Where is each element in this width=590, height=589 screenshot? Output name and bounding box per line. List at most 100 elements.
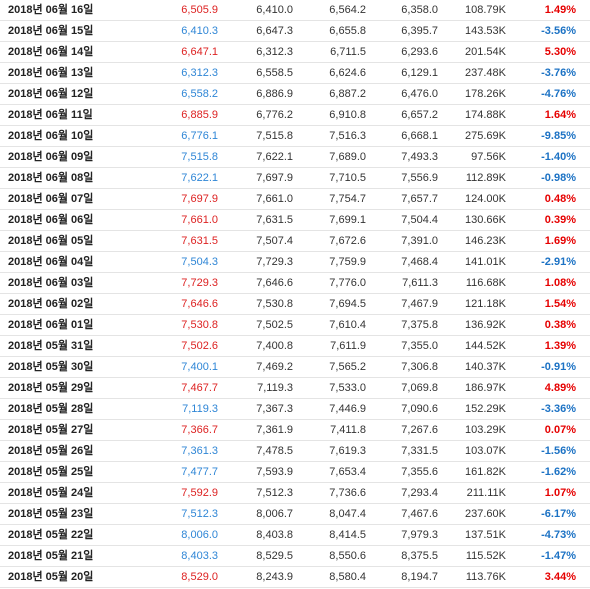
low-price-cell: 8,194.7 (366, 566, 438, 588)
high-price-cell: 7,565.2 (293, 356, 366, 378)
close-price-cell: 7,502.6 (112, 335, 218, 357)
close-price-cell: 7,400.1 (112, 356, 218, 378)
change-percent-cell: 3.44% (506, 566, 590, 588)
volume-cell: 275.69K (438, 125, 506, 147)
change-percent-cell: 1.69% (506, 230, 590, 252)
table-row: 2018년 06월 01일 7,530.8 7,502.5 7,610.4 7,375.… (0, 314, 590, 336)
low-price-cell: 7,467.9 (366, 293, 438, 315)
close-price-cell: 8,006.0 (112, 524, 218, 546)
date-cell: 2018년 05월 28일 (0, 398, 112, 420)
low-price-cell: 7,611.3 (366, 272, 438, 294)
table-row: 2018년 05월 26일 7,361.3 7,478.5 7,619.3 7,331.… (0, 440, 590, 462)
open-price-cell: 8,243.9 (218, 566, 293, 588)
low-price-cell: 7,306.8 (366, 356, 438, 378)
table-row: 2018년 06월 06일 7,661.0 7,631.5 7,699.1 7,504.… (0, 209, 590, 231)
close-price-cell: 7,661.0 (112, 209, 218, 231)
high-price-cell: 7,411.8 (293, 419, 366, 441)
date-cell: 2018년 05월 29일 (0, 377, 112, 399)
change-percent-cell: 1.07% (506, 482, 590, 504)
close-price-cell: 7,646.6 (112, 293, 218, 315)
high-price-cell: 7,611.9 (293, 335, 366, 357)
open-price-cell: 7,119.3 (218, 377, 293, 399)
date-cell: 2018년 06월 08일 (0, 167, 112, 189)
close-price-cell: 7,366.7 (112, 419, 218, 441)
low-price-cell: 7,556.9 (366, 167, 438, 189)
table-row: 2018년 06월 16일 6,505.9 6,410.0 6,564.2 6,358.… (0, 0, 590, 21)
high-price-cell: 7,516.3 (293, 125, 366, 147)
open-price-cell: 7,400.8 (218, 335, 293, 357)
open-price-cell: 6,558.5 (218, 62, 293, 84)
table-row: 2018년 06월 13일 6,312.3 6,558.5 6,624.6 6,129.… (0, 62, 590, 84)
open-price-cell: 7,697.9 (218, 167, 293, 189)
close-price-cell: 7,697.9 (112, 188, 218, 210)
high-price-cell: 7,694.5 (293, 293, 366, 315)
high-price-cell: 7,672.6 (293, 230, 366, 252)
change-percent-cell: -1.47% (506, 545, 590, 567)
low-price-cell: 6,668.1 (366, 125, 438, 147)
close-price-cell: 7,729.3 (112, 272, 218, 294)
high-price-cell: 6,887.2 (293, 83, 366, 105)
close-price-cell: 6,558.2 (112, 83, 218, 105)
open-price-cell: 8,006.7 (218, 503, 293, 525)
volume-cell: 130.66K (438, 209, 506, 231)
low-price-cell: 7,468.4 (366, 251, 438, 273)
volume-cell: 124.00K (438, 188, 506, 210)
table-row: 2018년 06월 03일 7,729.3 7,646.6 7,776.0 7,611.… (0, 272, 590, 294)
high-price-cell: 7,533.0 (293, 377, 366, 399)
close-price-cell: 8,403.3 (112, 545, 218, 567)
high-price-cell: 8,550.6 (293, 545, 366, 567)
low-price-cell: 6,657.2 (366, 104, 438, 126)
high-price-cell: 7,776.0 (293, 272, 366, 294)
low-price-cell: 7,355.6 (366, 461, 438, 483)
volume-cell: 103.29K (438, 419, 506, 441)
date-cell: 2018년 06월 12일 (0, 83, 112, 105)
change-percent-cell: -4.76% (506, 83, 590, 105)
date-cell: 2018년 05월 21일 (0, 545, 112, 567)
close-price-cell: 6,776.1 (112, 125, 218, 147)
low-price-cell: 7,504.4 (366, 209, 438, 231)
volume-cell: 211.11K (438, 482, 506, 504)
low-price-cell: 6,129.1 (366, 62, 438, 84)
volume-cell: 237.48K (438, 62, 506, 84)
open-price-cell: 7,622.1 (218, 146, 293, 168)
high-price-cell: 7,754.7 (293, 188, 366, 210)
volume-cell: 146.23K (438, 230, 506, 252)
high-price-cell: 7,710.5 (293, 167, 366, 189)
date-cell: 2018년 06월 07일 (0, 188, 112, 210)
table-row: 2018년 06월 14일 6,647.1 6,312.3 6,711.5 6,293.… (0, 41, 590, 63)
date-cell: 2018년 06월 02일 (0, 293, 112, 315)
date-cell: 2018년 05월 20일 (0, 566, 112, 588)
low-price-cell: 7,493.3 (366, 146, 438, 168)
volume-cell: 174.88K (438, 104, 506, 126)
open-price-cell: 7,367.3 (218, 398, 293, 420)
open-price-cell: 8,529.5 (218, 545, 293, 567)
close-price-cell: 7,477.7 (112, 461, 218, 483)
low-price-cell: 7,355.0 (366, 335, 438, 357)
open-price-cell: 7,593.9 (218, 461, 293, 483)
close-price-cell: 7,361.3 (112, 440, 218, 462)
volume-cell: 237.60K (438, 503, 506, 525)
table-row: 2018년 06월 09일 7,515.8 7,622.1 7,689.0 7,493.… (0, 146, 590, 168)
close-price-cell: 6,505.9 (112, 0, 218, 21)
close-price-cell: 7,515.8 (112, 146, 218, 168)
high-price-cell: 7,610.4 (293, 314, 366, 336)
change-percent-cell: -1.62% (506, 461, 590, 483)
close-price-cell: 6,647.1 (112, 41, 218, 63)
date-cell: 2018년 05월 31일 (0, 335, 112, 357)
date-cell: 2018년 05월 27일 (0, 419, 112, 441)
change-percent-cell: -9.85% (506, 125, 590, 147)
volume-cell: 112.89K (438, 167, 506, 189)
change-percent-cell: -6.17% (506, 503, 590, 525)
volume-cell: 116.68K (438, 272, 506, 294)
table-row: 2018년 06월 08일 7,622.1 7,697.9 7,710.5 7,556.… (0, 167, 590, 189)
high-price-cell: 6,624.6 (293, 62, 366, 84)
change-percent-cell: -3.76% (506, 62, 590, 84)
table-row: 2018년 06월 05일 7,631.5 7,507.4 7,672.6 7,391.… (0, 230, 590, 252)
high-price-cell: 7,736.6 (293, 482, 366, 504)
change-percent-cell: 1.39% (506, 335, 590, 357)
table-row: 2018년 05월 24일 7,592.9 7,512.3 7,736.6 7,293.… (0, 482, 590, 504)
change-percent-cell: -2.91% (506, 251, 590, 273)
low-price-cell: 7,391.0 (366, 230, 438, 252)
